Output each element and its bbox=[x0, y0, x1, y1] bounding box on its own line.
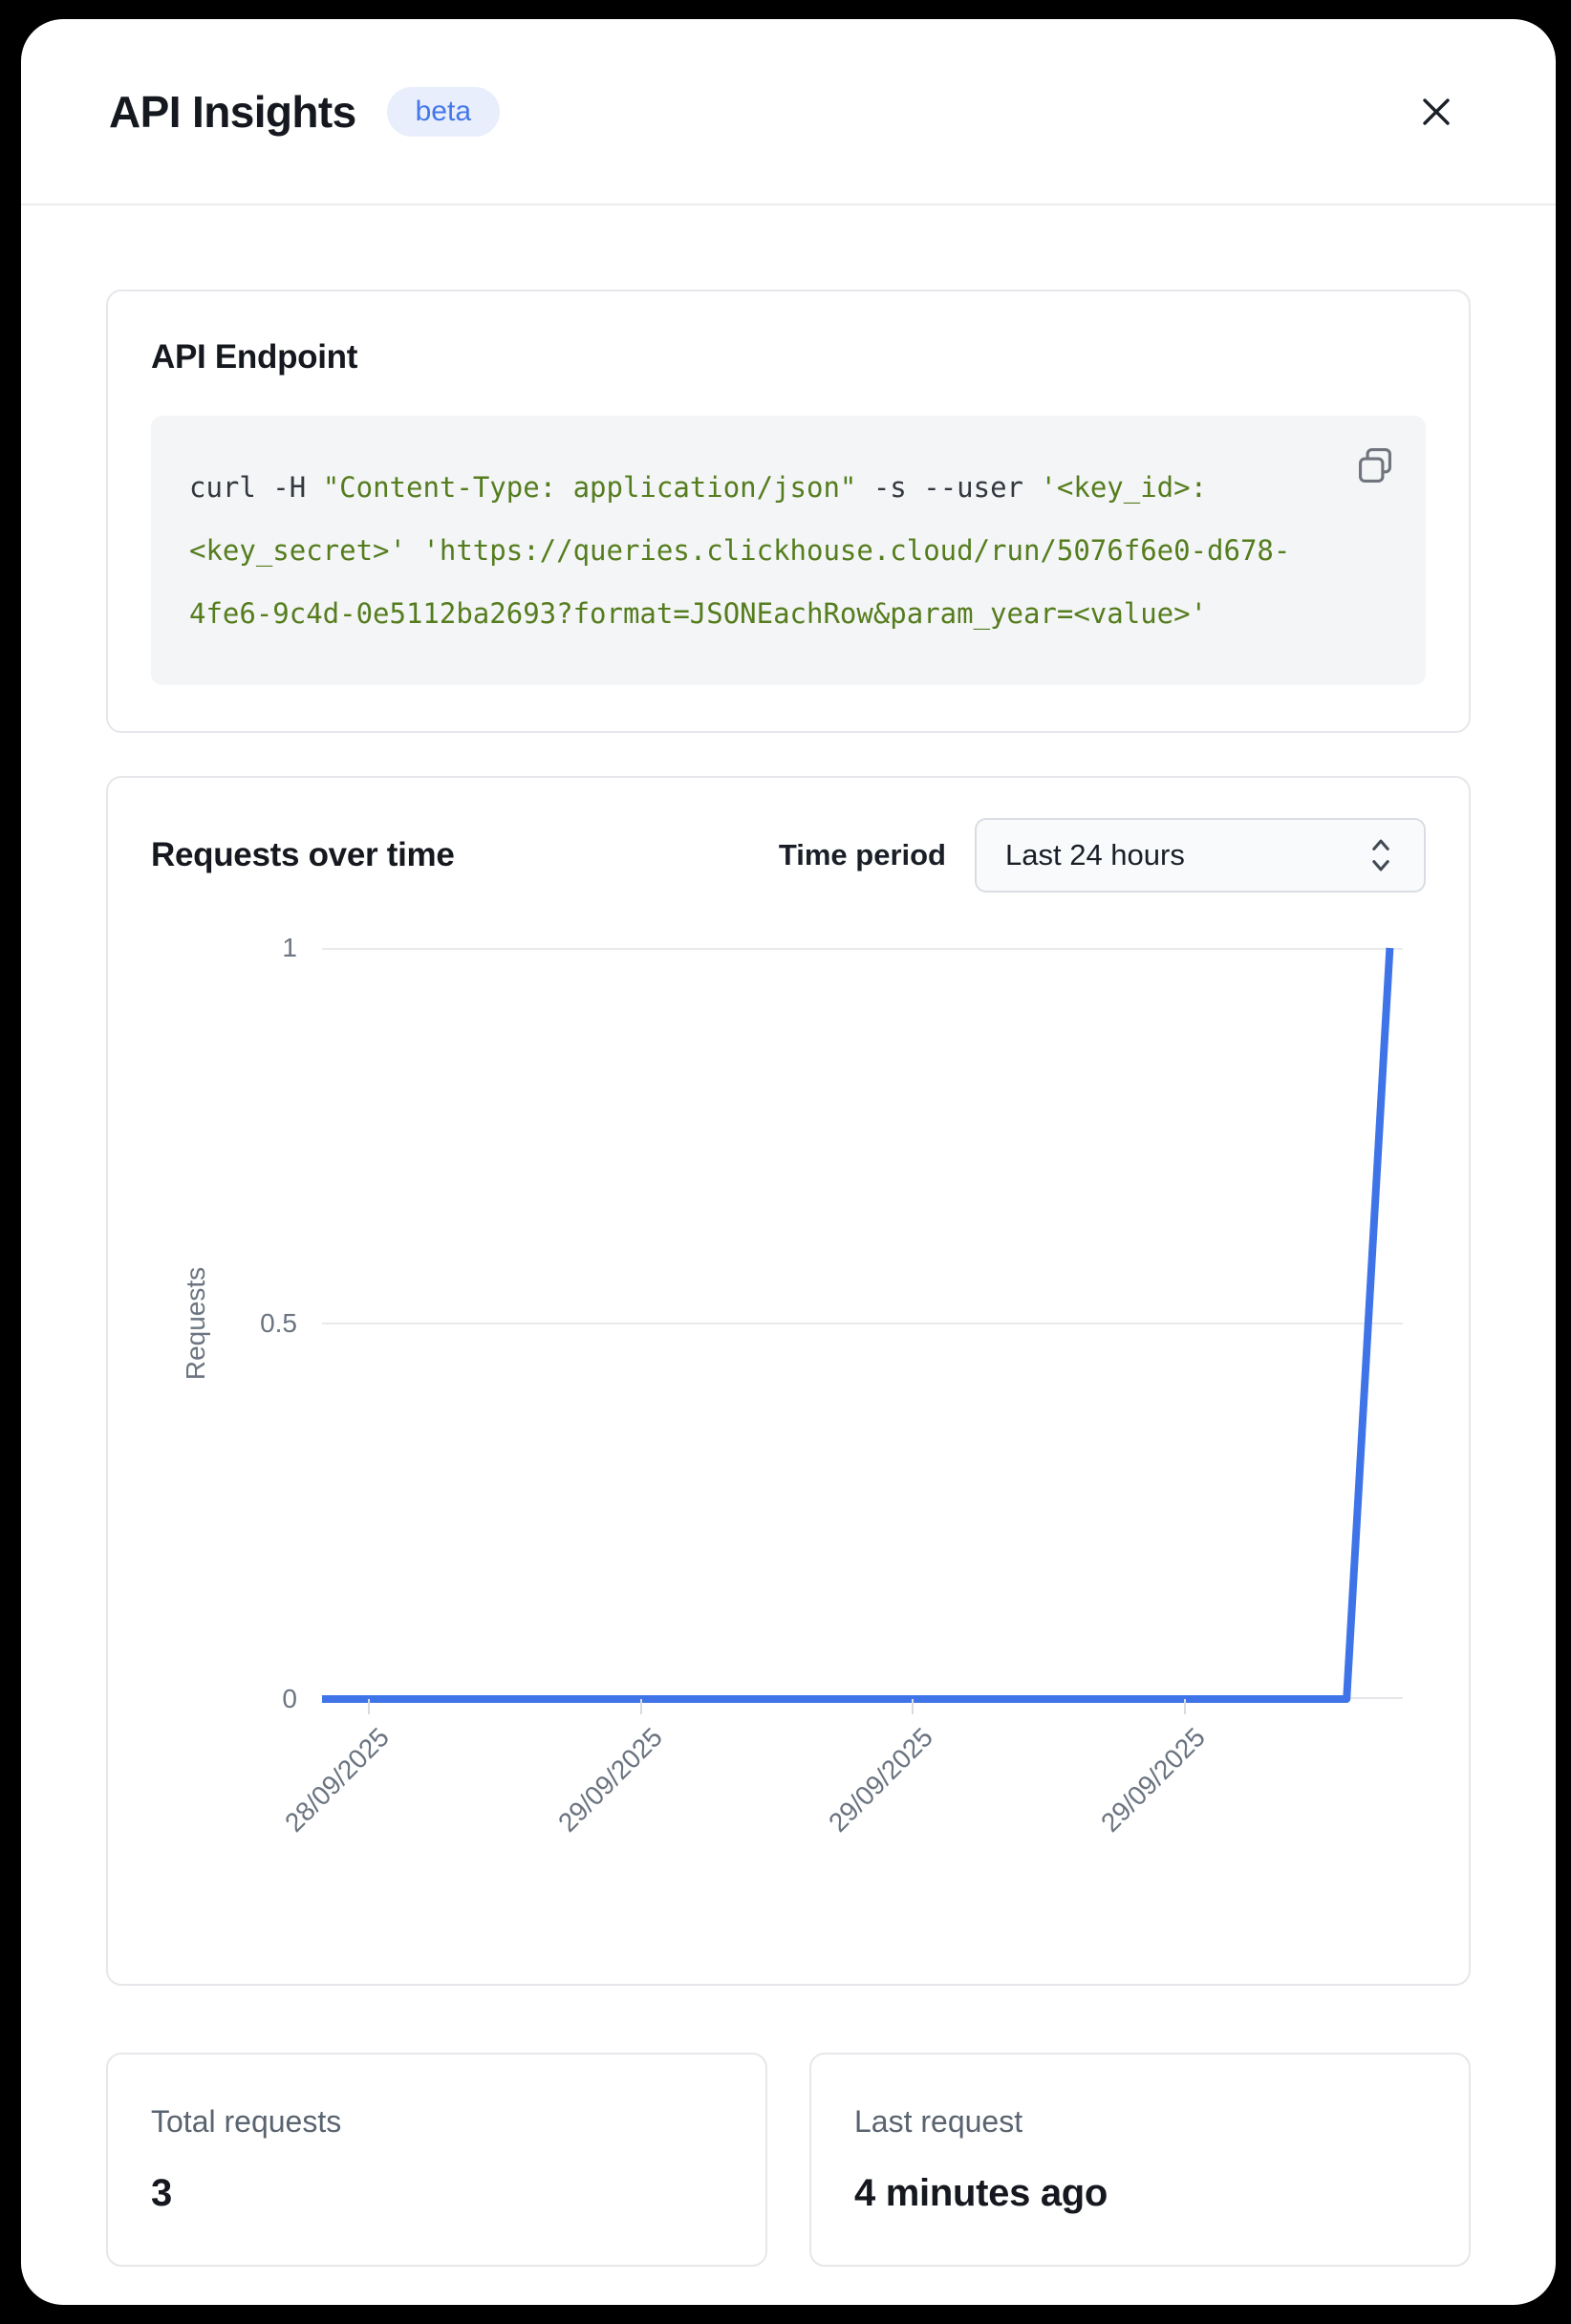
close-icon bbox=[1419, 95, 1453, 129]
code-line-3: 4fe6-9c4d-0e5112ba2693?format=JSONEachRo… bbox=[189, 582, 1335, 645]
x-tick bbox=[911, 1699, 914, 1714]
requests-over-time-card: Requests over time Time period Last 24 h… bbox=[106, 776, 1471, 1986]
last-request-label: Last request bbox=[854, 2104, 1023, 2139]
x-tick-label: 29/09/2025 bbox=[1095, 1722, 1212, 1839]
copy-button[interactable] bbox=[1351, 442, 1399, 490]
chart-svg bbox=[322, 948, 1403, 1699]
x-tick-label: 29/09/2025 bbox=[551, 1722, 668, 1839]
modal-header: API Insights beta bbox=[21, 19, 1556, 205]
chart-header: Requests over time Time period Last 24 h… bbox=[151, 818, 1426, 893]
x-tick-label: 28/09/2025 bbox=[279, 1722, 396, 1839]
total-requests-card: Total requests 3 bbox=[106, 2053, 767, 2267]
x-tick bbox=[367, 1699, 370, 1714]
api-insights-modal: API Insights beta API Endpoint curl -H "… bbox=[21, 19, 1556, 2305]
chevron-up-down-icon bbox=[1367, 835, 1395, 875]
code-line-1: curl -H "Content-Type: application/json"… bbox=[189, 456, 1335, 519]
time-period-select[interactable]: Last 24 hours bbox=[975, 818, 1426, 893]
copy-icon bbox=[1351, 442, 1399, 490]
code-token: -s --user bbox=[856, 471, 1041, 504]
time-period-value: Last 24 hours bbox=[1005, 838, 1185, 872]
x-axis-area: 28/09/2025 29/09/2025 29/09/2025 29/09/2… bbox=[280, 1699, 1403, 1938]
chart-plot: Requests 1 0.5 0 bbox=[181, 933, 1403, 1713]
stats-row: Total requests 3 Last request 4 minutes … bbox=[106, 2053, 1471, 2267]
y-tick-label: 1 bbox=[282, 933, 297, 962]
total-requests-value: 3 bbox=[151, 2172, 172, 2214]
total-requests-label: Total requests bbox=[151, 2104, 342, 2139]
api-endpoint-title: API Endpoint bbox=[151, 338, 358, 376]
code-token-string: <key_secret>' 'https://queries.clickhous… bbox=[189, 534, 1291, 567]
code-token-string: 4fe6-9c4d-0e5112ba2693?format=JSONEachRo… bbox=[189, 597, 1208, 630]
chart-title: Requests over time bbox=[151, 836, 455, 873]
code-token: curl -H bbox=[189, 471, 323, 504]
code-token-string: '<key_id>: bbox=[1040, 471, 1208, 504]
beta-badge: beta bbox=[386, 86, 500, 137]
x-tick-label: 29/09/2025 bbox=[823, 1722, 939, 1839]
requests-line bbox=[322, 948, 1389, 1699]
x-tick bbox=[639, 1699, 642, 1714]
code-token-string: "Content-Type: application/json" bbox=[322, 471, 857, 504]
code-line-2: <key_secret>' 'https://queries.clickhous… bbox=[189, 519, 1335, 582]
y-tick-label: 0 bbox=[282, 1684, 297, 1713]
modal-body: API Endpoint curl -H "Content-Type: appl… bbox=[21, 205, 1556, 2267]
last-request-card: Last request 4 minutes ago bbox=[809, 2053, 1471, 2267]
api-endpoint-card: API Endpoint curl -H "Content-Type: appl… bbox=[106, 290, 1471, 733]
chart-area: Requests 1 0.5 0 28/09/2 bbox=[151, 933, 1426, 1938]
x-tick bbox=[1183, 1699, 1186, 1714]
last-request-value: 4 minutes ago bbox=[854, 2172, 1108, 2214]
time-period-label: Time period bbox=[778, 838, 946, 872]
y-tick-label: 0.5 bbox=[260, 1308, 297, 1338]
page-title: API Insights bbox=[109, 86, 356, 137]
y-axis-title: Requests bbox=[181, 1266, 210, 1381]
curl-code-block: curl -H "Content-Type: application/json"… bbox=[151, 416, 1426, 685]
close-button[interactable] bbox=[1408, 83, 1465, 140]
